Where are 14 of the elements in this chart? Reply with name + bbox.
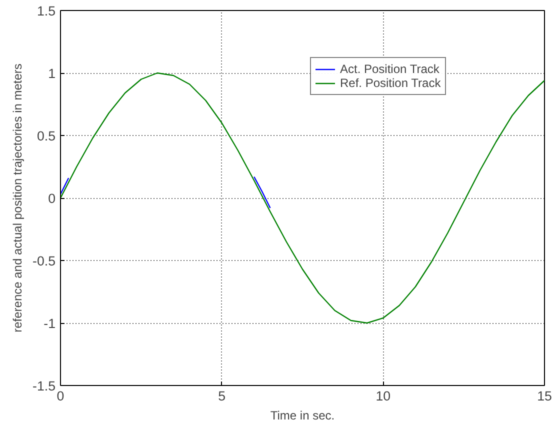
y-tick-label: 0 <box>48 191 56 206</box>
y-axis-title: reference and actual position trajectories in meters <box>10 64 25 332</box>
legend-label: Act. Position Track <box>340 62 440 76</box>
x-tick-label: 5 <box>218 388 226 404</box>
x-tick-label: 10 <box>376 388 391 404</box>
x-axis-title: Time in sec. <box>270 408 335 422</box>
y-tick-label: -0.5 <box>32 254 56 268</box>
y-tick-label: 1.5 <box>36 4 56 18</box>
y-tick-label: -1 <box>44 316 56 331</box>
y-tick-label: 0.5 <box>36 128 56 144</box>
legend-label: Ref. Position Track <box>340 76 441 90</box>
y-tick-label: -1.5 <box>32 378 56 394</box>
y-tick-label: 1 <box>48 66 56 81</box>
x-tick-label: 15 <box>537 388 552 404</box>
